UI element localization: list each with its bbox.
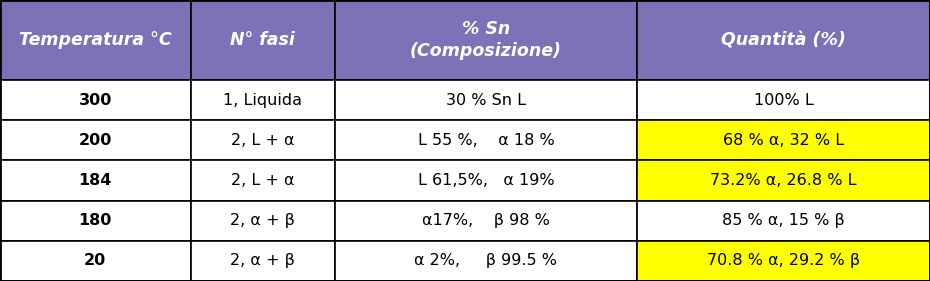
Text: L 61,5%,   α 19%: L 61,5%, α 19% [418, 173, 554, 188]
Bar [335, 0, 637, 80]
Text: 2, α + β: 2, α + β [231, 253, 295, 268]
Bar [0, 0, 191, 80]
Text: N° fasi: N° fasi [231, 31, 295, 49]
Bar [0, 160, 191, 201]
Text: Quantità (%): Quantità (%) [721, 31, 846, 49]
Bar [637, 0, 930, 80]
Bar [335, 241, 637, 281]
Bar [335, 80, 637, 120]
Text: α 2%,     β 99.5 %: α 2%, β 99.5 % [415, 253, 557, 268]
Text: % Sn
(Composizione): % Sn (Composizione) [410, 20, 562, 60]
Bar [637, 120, 930, 160]
Bar [0, 201, 191, 241]
Text: L 55 %,    α 18 %: L 55 %, α 18 % [418, 133, 554, 148]
Bar [191, 160, 335, 201]
Text: 2, α + β: 2, α + β [231, 213, 295, 228]
Bar [0, 241, 191, 281]
Text: α17%,    β 98 %: α17%, β 98 % [422, 213, 550, 228]
Text: 2, L + α: 2, L + α [231, 173, 295, 188]
Bar [637, 201, 930, 241]
Text: 73.2% α, 26.8 % L: 73.2% α, 26.8 % L [711, 173, 857, 188]
Text: 2, L + α: 2, L + α [231, 133, 295, 148]
Text: 200: 200 [79, 133, 112, 148]
Text: 180: 180 [79, 213, 112, 228]
Text: 1, Liquida: 1, Liquida [223, 93, 302, 108]
Bar [637, 241, 930, 281]
Bar [335, 201, 637, 241]
Text: 30 % Sn L: 30 % Sn L [445, 93, 526, 108]
Text: 68 % α, 32 % L: 68 % α, 32 % L [723, 133, 844, 148]
Bar [191, 201, 335, 241]
Text: Temperatura °C: Temperatura °C [19, 31, 172, 49]
Text: 85 % α, 15 % β: 85 % α, 15 % β [723, 213, 844, 228]
Text: 184: 184 [79, 173, 112, 188]
Bar [191, 120, 335, 160]
Bar [637, 80, 930, 120]
Bar [0, 80, 191, 120]
Bar [191, 0, 335, 80]
Bar [637, 160, 930, 201]
Bar [191, 241, 335, 281]
Bar [0, 120, 191, 160]
Text: 70.8 % α, 29.2 % β: 70.8 % α, 29.2 % β [707, 253, 860, 268]
Text: 20: 20 [85, 253, 106, 268]
Bar [191, 80, 335, 120]
Bar [335, 120, 637, 160]
Text: 100% L: 100% L [753, 93, 814, 108]
Bar [335, 160, 637, 201]
Text: 300: 300 [79, 93, 112, 108]
